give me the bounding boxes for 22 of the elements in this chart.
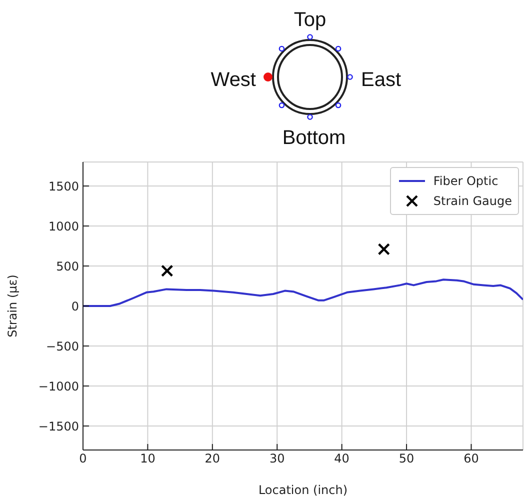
x-tick-label: 20 (204, 452, 220, 466)
y-tick-label: 1500 (48, 179, 79, 194)
text: Bottom (282, 127, 346, 149)
y-tick-label: 500 (56, 259, 79, 274)
legend-label: Fiber Optic (433, 173, 498, 190)
y-tick-label: −1000 (38, 379, 79, 394)
x-tick-label: 60 (464, 452, 479, 466)
y-tick-label: 0 (71, 299, 79, 314)
y-tick-label: 1000 (48, 219, 79, 234)
x-axis-title: Location (inch) (258, 483, 348, 496)
x-tick-label: 40 (334, 452, 350, 466)
y-tick-label: −1500 (38, 419, 79, 434)
x-tick-label: 30 (269, 452, 285, 466)
text: Top (294, 9, 326, 31)
x-tick-label: 10 (140, 452, 156, 466)
text: East (361, 69, 402, 91)
y-axis-title: Strain (με) (5, 274, 20, 338)
y-tick-label: −500 (46, 339, 79, 354)
line-series (83, 278, 523, 307)
legend-label: Strain Gauge (433, 193, 512, 210)
text: West (210, 69, 256, 91)
x-tick-label: 50 (398, 452, 414, 466)
